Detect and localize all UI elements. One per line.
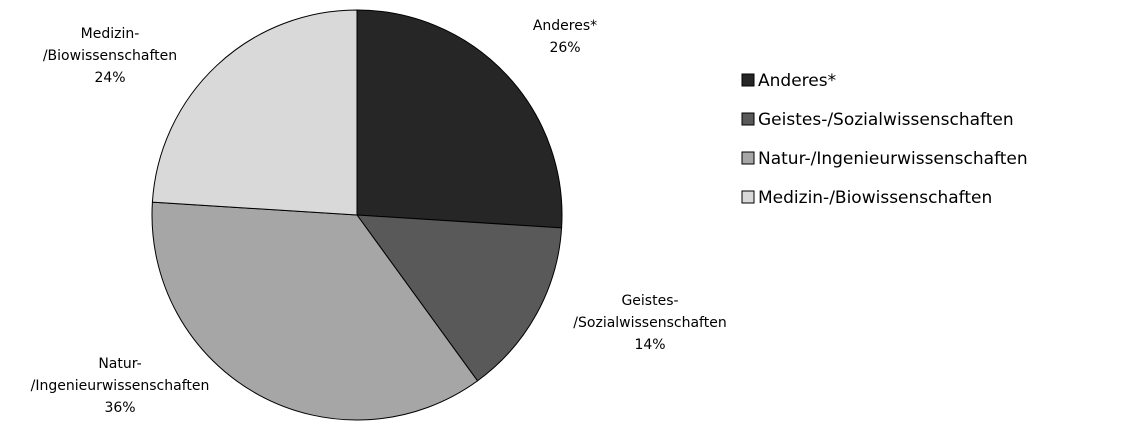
slice-label-name: Medizin-/Biowissenschaften [43,26,177,64]
legend-label: Geistes-/Sozialwissenschaften [758,110,1014,130]
slice-label-value: 26% [549,40,580,56]
pie-slice [151,201,479,421]
slice-label-value: 14% [634,337,665,353]
pie-slice [355,214,563,382]
pie-slice [151,9,358,216]
slice-label-value: 36% [104,400,135,416]
slice-label-name: Natur-/Ingenieurwissenschaften [31,356,210,394]
pie-slice [356,9,563,229]
legend-swatch [741,190,755,204]
legend-label: Natur-/Ingenieurwissenschaften [758,149,1028,169]
legend-label: Medizin-/Biowissenschaften [758,188,992,208]
legend-swatch [741,73,755,87]
legend-swatch [741,151,755,165]
legend-swatch [741,112,755,126]
slice-label-name: Anderes* [533,18,597,34]
slice-label-name: Geistes-/Sozialwissenschaften [573,293,726,331]
slice-label-value: 24% [94,70,125,86]
legend-label: Anderes* [758,71,836,91]
